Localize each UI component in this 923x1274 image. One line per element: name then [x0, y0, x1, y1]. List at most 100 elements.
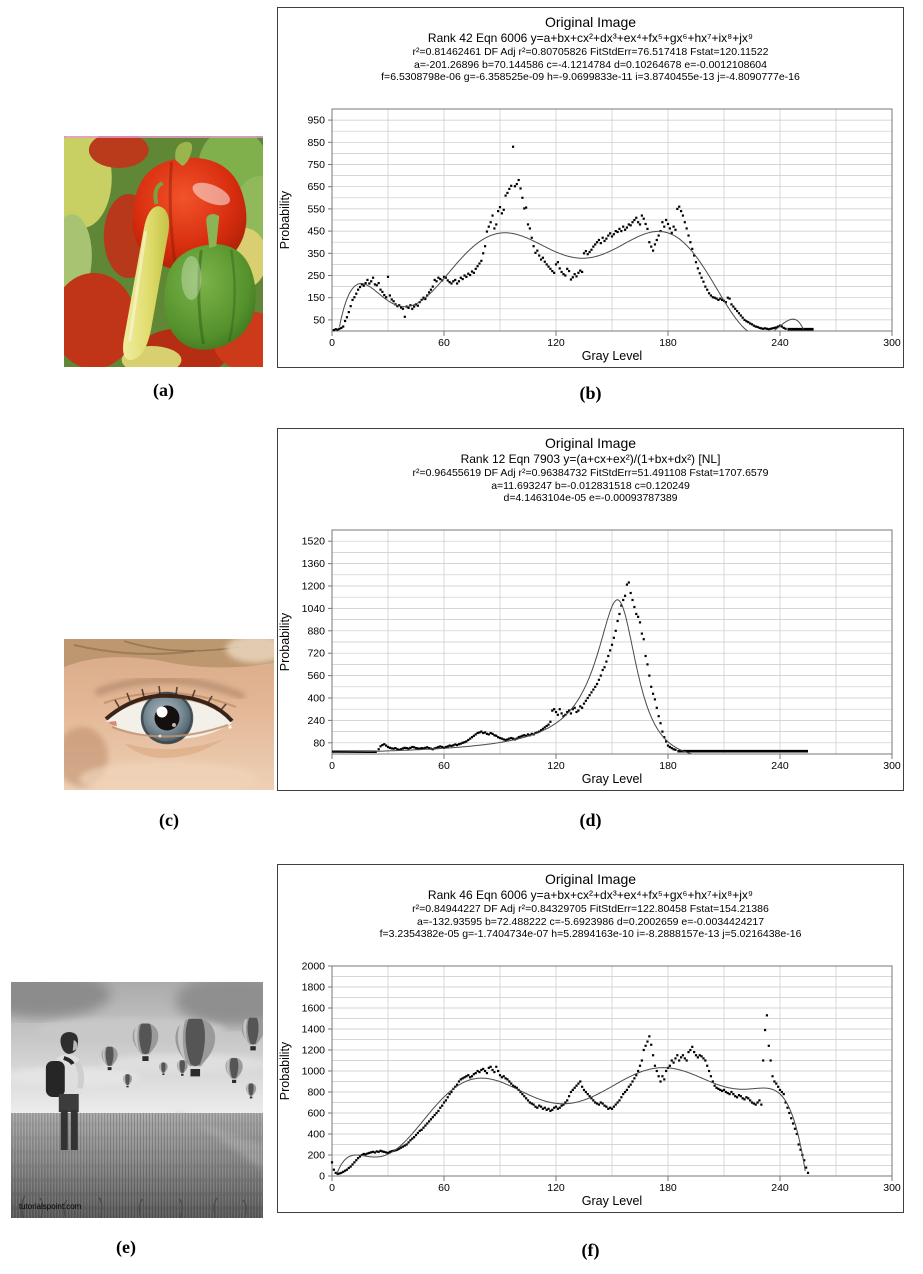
- scatter-point: [398, 1147, 401, 1150]
- scatter-point: [386, 745, 390, 749]
- scatter-point: [758, 1099, 761, 1102]
- scatter-point: [575, 1084, 578, 1087]
- scatter-point: [734, 1095, 737, 1098]
- scatter-point: [433, 1114, 436, 1117]
- scatter-point: [560, 270, 563, 274]
- scatter-point: [773, 1080, 776, 1083]
- scatter-point: [724, 1090, 727, 1094]
- scatter-point: [747, 321, 750, 324]
- scatter-point: [627, 581, 630, 584]
- scatter-point: [637, 221, 640, 224]
- scatter-point: [657, 234, 660, 237]
- scatter-point: [439, 1106, 442, 1109]
- scatter-point: [730, 303, 733, 306]
- scatter-point: [586, 1093, 589, 1096]
- scatter-point: [663, 225, 666, 228]
- scatter-point: [722, 1088, 726, 1091]
- scatter-point: [418, 747, 421, 750]
- scatter-point: [525, 734, 528, 737]
- y-tick-label: 560: [307, 670, 325, 682]
- scatter-point: [386, 275, 390, 278]
- scatter-point: [581, 706, 584, 709]
- scatter-point: [541, 256, 545, 259]
- caption-d: (d): [579, 810, 602, 830]
- y-tick-label: 800: [307, 1087, 325, 1099]
- scatter-point: [567, 269, 571, 273]
- scatter-point: [594, 685, 597, 688]
- scatter-point: [644, 222, 647, 226]
- scatter-point: [655, 706, 658, 709]
- scatter-point: [538, 730, 541, 733]
- scatter-point: [780, 1090, 783, 1094]
- caption-f: (f): [581, 1240, 600, 1260]
- scatter-point: [521, 734, 524, 737]
- scatter-point: [707, 1069, 711, 1073]
- scatter-point: [707, 292, 711, 295]
- scatter-point: [538, 1104, 541, 1107]
- scatter-point: [797, 1143, 800, 1146]
- scatter-point: [519, 1090, 522, 1094]
- scatter-point: [784, 327, 787, 330]
- scatter-point: [700, 276, 703, 279]
- fit-curve: [336, 1067, 806, 1175]
- scatter-point: [698, 272, 701, 275]
- scatter-point: [437, 276, 440, 279]
- scatter-point: [590, 248, 593, 251]
- scatter-point: [739, 1095, 742, 1098]
- scatter-point: [633, 1077, 636, 1080]
- scatter-point: [651, 692, 655, 695]
- scatter-point: [694, 261, 698, 264]
- eye: [104, 685, 234, 745]
- scatter-point: [485, 1072, 489, 1075]
- scatter-point: [551, 1108, 554, 1111]
- scatter-point: [663, 1078, 666, 1081]
- scatter-point: [631, 598, 634, 602]
- y-tick-label: 400: [307, 693, 325, 705]
- scatter-point: [646, 1040, 649, 1043]
- scatter-point: [411, 307, 414, 310]
- scatter-point: [627, 223, 630, 226]
- scatter-point: [610, 1107, 614, 1110]
- scatter-point: [745, 1096, 748, 1099]
- scatter-point: [629, 591, 632, 595]
- scatter-point: [612, 636, 615, 639]
- scatter-point: [530, 1102, 533, 1105]
- chart-fit-statistics: r²=0.81462461 DF Adj r²=0.80705826 FitSt…: [412, 46, 769, 58]
- scatter-point: [534, 731, 537, 735]
- chart-header-d: Original Image Rank 12 Eqn 7903 y=(a+cx+…: [278, 429, 903, 525]
- scatter-point: [756, 325, 759, 329]
- scatter-point: [534, 251, 537, 254]
- scatter-point: [674, 228, 677, 231]
- scatter-point: [526, 1099, 530, 1102]
- scatter-point: [769, 1059, 772, 1062]
- scatter-point: [709, 1075, 713, 1078]
- scatter-point: [696, 267, 699, 270]
- x-axis-label: Gray Level: [582, 1194, 642, 1208]
- scatter-point: [644, 1044, 647, 1047]
- scatter-point: [579, 705, 582, 708]
- x-tick-label: 240: [771, 337, 789, 349]
- scatter-point: [560, 1104, 563, 1107]
- scatter-point: [343, 319, 347, 323]
- scatter-point: [754, 325, 757, 328]
- y-tick-label: 350: [307, 248, 325, 260]
- y-tick-label: 950: [307, 115, 325, 127]
- scatter-point: [483, 245, 487, 248]
- scatter-point: [371, 1150, 375, 1153]
- scatter-point: [607, 1107, 610, 1110]
- scatter-point: [413, 746, 416, 749]
- y-tick-label: 600: [307, 1108, 325, 1120]
- scatter-point: [463, 1076, 466, 1079]
- scatter-point: [678, 1059, 681, 1062]
- histogram-plot-b: 50 150 250 350 450 550 650 750 850 950 0 60 120 180 24…: [278, 108, 901, 363]
- scatter-point: [767, 1044, 770, 1047]
- scatter-point: [558, 708, 561, 711]
- scatter-point: [691, 247, 694, 250]
- scatter-point: [640, 214, 643, 217]
- scatter-point: [584, 249, 587, 253]
- scatter-point: [571, 708, 574, 711]
- scatter-point: [396, 1148, 399, 1151]
- scatter-point: [605, 237, 608, 240]
- scatter-point: [405, 747, 408, 750]
- scatter-point: [349, 1165, 352, 1168]
